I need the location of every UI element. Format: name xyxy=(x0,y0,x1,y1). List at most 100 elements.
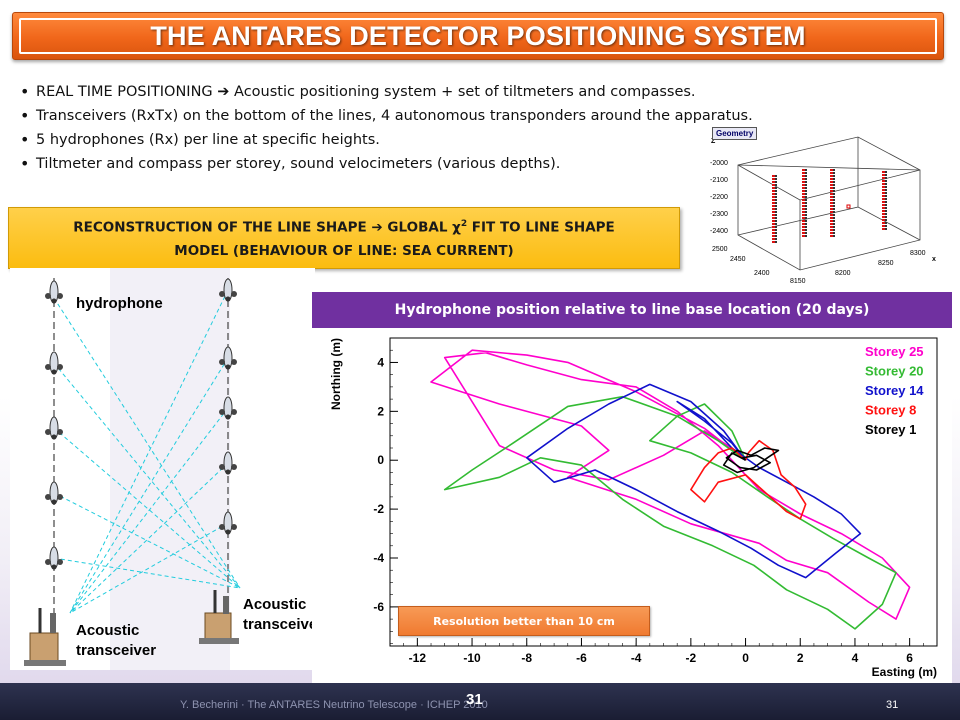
geometry-z-tick: -2000 xyxy=(710,160,728,167)
plot-header: Hydrophone position relative to line bas… xyxy=(312,292,952,328)
y-tick-label: 2 xyxy=(377,404,384,418)
chi-symbol: χ xyxy=(452,219,461,236)
bullet-text: Acoustic positioning system + set of til… xyxy=(229,84,696,100)
geometry-hit xyxy=(833,199,835,201)
series-line xyxy=(690,439,807,520)
geometry-y-tick: 2450 xyxy=(730,256,746,263)
x-tick-label: 4 xyxy=(852,651,859,665)
geometry-hit xyxy=(882,171,885,173)
geometry-hit xyxy=(833,214,835,216)
y-tick-label: 4 xyxy=(377,355,384,369)
geometry-hit xyxy=(885,171,887,173)
geometry-detector-lines xyxy=(772,169,887,243)
geometry-hit xyxy=(775,181,777,183)
geometry-x-label: x xyxy=(932,256,936,263)
geometry-hit xyxy=(833,181,835,183)
geometry-hit xyxy=(802,229,805,231)
geometry-hit xyxy=(882,213,885,215)
geometry-hit xyxy=(805,178,807,180)
acoustic-paths xyxy=(53,289,241,614)
geometry-hit xyxy=(772,193,775,195)
geometry-hit xyxy=(775,190,777,192)
geometry-hit xyxy=(882,177,885,179)
geometry-hit xyxy=(830,208,833,210)
acoustic-path xyxy=(53,427,241,589)
geometry-hit xyxy=(805,208,807,210)
x-tick-label: -10 xyxy=(463,651,481,665)
geometry-hit xyxy=(885,174,887,176)
geometry-hit xyxy=(805,211,807,213)
legend-entry: Storey 8 xyxy=(865,403,916,418)
bullet-item: REAL TIME POSITIONING ➔ Acoustic positio… xyxy=(20,80,700,104)
geometry-hit xyxy=(882,228,885,230)
geometry-hit xyxy=(772,208,775,210)
y-tick-label: -2 xyxy=(373,502,384,516)
page-title: THE ANTARES DETECTOR POSITIONING SYSTEM xyxy=(150,20,806,51)
geometry-hit xyxy=(805,223,807,225)
geometry-hit xyxy=(772,223,775,225)
geometry-hit xyxy=(885,198,887,200)
geometry-hit xyxy=(882,225,885,227)
geometry-hit xyxy=(885,183,887,185)
geometry-hit xyxy=(833,205,835,207)
geometry-hit xyxy=(882,198,885,200)
geometry-hit xyxy=(772,214,775,216)
geometry-hit xyxy=(830,202,833,204)
geometry-hit xyxy=(802,175,805,177)
geometry-hit xyxy=(772,235,775,237)
geometry-hit xyxy=(805,220,807,222)
geometry-hit xyxy=(775,196,777,198)
storey-icon xyxy=(45,416,63,440)
geometry-hit xyxy=(830,217,833,219)
geometry-z-tick: -2100 xyxy=(710,177,728,184)
geometry-hit xyxy=(802,172,805,174)
series-line xyxy=(443,395,897,630)
geometry-hit xyxy=(802,181,805,183)
geometry-hit xyxy=(882,180,885,182)
geometry-hit xyxy=(772,205,775,207)
geometry-hit xyxy=(775,229,777,231)
geometry-box xyxy=(737,136,921,271)
geometry-hit xyxy=(772,232,775,234)
geometry-hit xyxy=(882,222,885,224)
geometry-hit xyxy=(885,201,887,203)
geometry-hit xyxy=(885,195,887,197)
geometry-hit xyxy=(802,220,805,222)
storey-icon xyxy=(219,278,237,302)
geometry-hit xyxy=(830,232,833,234)
geometry-hit xyxy=(833,190,835,192)
geometry-hit xyxy=(802,190,805,192)
geometry-hit xyxy=(805,187,807,189)
geometry-hit xyxy=(830,205,833,207)
acoustic-path xyxy=(53,557,241,589)
geometry-hit xyxy=(830,193,833,195)
acoustic-path xyxy=(69,289,229,614)
geometry-hit xyxy=(833,175,835,177)
geometry-hit xyxy=(882,201,885,203)
title-banner: THE ANTARES DETECTOR POSITIONING SYSTEM xyxy=(12,12,944,60)
y-tick-label: -4 xyxy=(373,551,384,565)
geometry-panel: Z -2000 -2100 -2200 -2300 -2400 2500 245… xyxy=(710,125,952,290)
geometry-x-tick: 8250 xyxy=(878,260,894,267)
geometry-hit xyxy=(885,192,887,194)
geometry-hit xyxy=(830,235,833,237)
geometry-hit xyxy=(802,223,805,225)
geometry-hit xyxy=(802,232,805,234)
geometry-tag: Geometry xyxy=(712,127,758,140)
y-tick-label: -6 xyxy=(373,600,384,614)
geometry-hit xyxy=(833,232,835,234)
geometry-x-tick: 8150 xyxy=(790,278,806,285)
x-tick-label: 0 xyxy=(742,651,749,665)
geometry-hit xyxy=(775,205,777,207)
geometry-hit xyxy=(885,222,887,224)
x-tick-label: -8 xyxy=(521,651,532,665)
hydrophone-label: hydrophone xyxy=(76,295,163,312)
geometry-hit xyxy=(805,229,807,231)
storey-icon xyxy=(219,511,237,535)
geometry-hit xyxy=(885,213,887,215)
plot-frame xyxy=(389,337,938,647)
storey-icon xyxy=(219,396,237,420)
storey-icon xyxy=(45,280,63,304)
geometry-hit xyxy=(833,169,835,171)
geometry-hit xyxy=(772,211,775,213)
